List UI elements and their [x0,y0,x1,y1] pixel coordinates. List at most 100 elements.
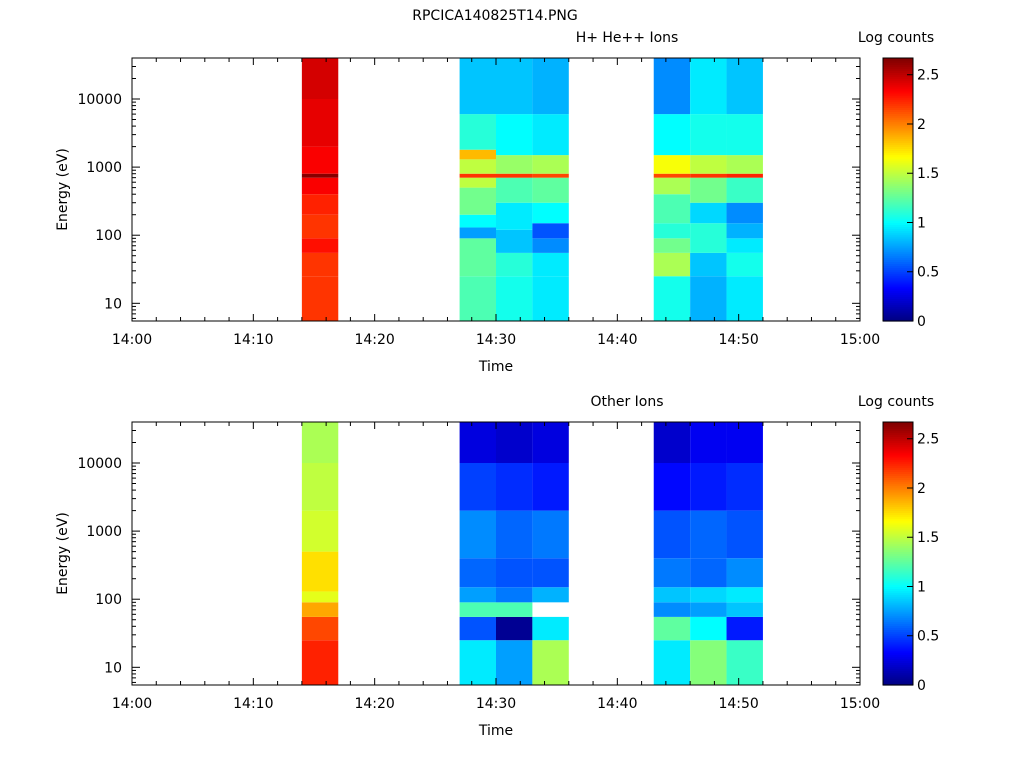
colorbar-step [883,257,913,260]
colorbar-step [883,74,913,78]
colorbar-step [883,666,913,670]
spectrogram-cell [690,640,727,685]
colorbar-step [883,115,913,119]
colorbar-step [883,267,913,271]
spectrogram-cell [459,422,496,463]
colorbar-step [883,314,913,318]
spectrogram-cell [496,422,533,463]
colorbar-step [883,136,913,139]
colorbar-step [883,191,913,195]
colorbar-step [883,162,913,166]
colorbar-step [883,491,913,495]
spectrogram-cell [496,463,533,511]
spectrogram-cell [726,155,763,174]
spectrogram-cell [459,510,496,559]
spectrogram-cell [653,558,691,588]
colorbar-step [883,458,913,462]
colorbar-step [883,292,913,295]
spectrogram-cell [459,149,496,160]
colorbar-step [883,224,913,228]
spectrogram-cell [532,510,569,559]
colorbar-step [883,222,913,226]
colorbar-step [883,432,913,435]
colorbar-step [883,551,913,555]
spectrogram-cell [459,159,496,174]
spectrogram-cell [301,551,339,592]
colorbar-step [883,261,913,265]
colorbar-step [883,627,913,631]
spectrogram-cell [653,177,691,195]
colorbar-step [883,259,913,263]
spectrogram-cell [532,173,569,178]
colorbar-step [883,426,913,429]
colorbar-step [883,633,913,637]
colorbar-step [883,101,913,104]
spectrogram-cell [532,276,569,321]
spectrogram-cell [496,640,533,685]
colorbar-step [883,508,913,511]
colorbar: 0 0.5 1 1.5 2 2.5 Log counts [858,394,939,694]
spectrogram-cell [653,587,691,603]
x-tick-label: 14:10 [233,696,273,712]
spectrogram-cell [532,238,569,253]
colorbar-step [883,530,913,534]
spectrogram-cell [726,510,763,559]
colorbar-step [883,672,913,676]
spectrogram-cell [301,252,339,277]
spectrogram-cell [459,177,496,188]
colorbar-step [883,463,913,466]
x-tick-label: 14:30 [476,696,516,712]
colorbar-step [883,680,913,684]
colorbar-step [883,58,913,61]
colorbar-step [883,119,913,123]
colorbar-step [883,631,913,635]
colorbar-step [883,154,913,158]
colorbar-step [883,226,913,230]
colorbar-step [883,641,913,645]
colorbar-step [883,567,913,571]
spectrogram-cell [726,252,763,277]
spectrogram-cell [496,177,533,203]
colorbar-label: Log counts [858,30,934,46]
spectrogram-cell [496,252,533,277]
colorbar-step [883,565,913,569]
spectrogram-cell [301,238,339,253]
colorbar-step [883,277,913,281]
colorbar-step [883,489,913,493]
spectrogram-cell [496,602,533,617]
colorbar-step [883,203,913,207]
spectrogram-cell [653,276,691,321]
colorbar-step [883,107,913,110]
colorbar-step [883,586,913,590]
spectrogram-cell [690,558,727,588]
colorbar-step [883,306,913,310]
colorbar-step [883,485,913,489]
colorbar-step [883,524,913,528]
spectrogram-cell [653,252,691,277]
spectrogram-cell [532,58,569,115]
colorbar-step [883,210,913,213]
colorbar-tick-label: 2.5 [917,432,939,448]
colorbar-step [883,273,913,277]
spectrogram-cell [690,587,727,603]
colorbar-step [883,166,913,170]
colorbar-step [883,526,913,530]
spectrogram-cell [301,146,339,174]
spectrogram-cell [496,276,533,321]
spectrogram-cell [301,602,339,617]
colorbar-step [883,648,913,651]
colorbar-step [883,144,913,147]
spectrogram-cell [653,602,691,617]
colorbar-step [883,146,913,149]
y-axis-label: Energy (eV) [55,512,71,595]
colorbar-step [883,493,913,497]
colorbar-step [883,442,913,446]
spectrogram-cell [690,177,727,203]
colorbar-step [883,138,913,141]
colorbar-step [883,94,913,98]
spectrogram-cell [726,276,763,321]
colorbar-step [883,559,913,563]
colorbar-step [883,189,913,193]
colorbar-step [883,296,913,299]
